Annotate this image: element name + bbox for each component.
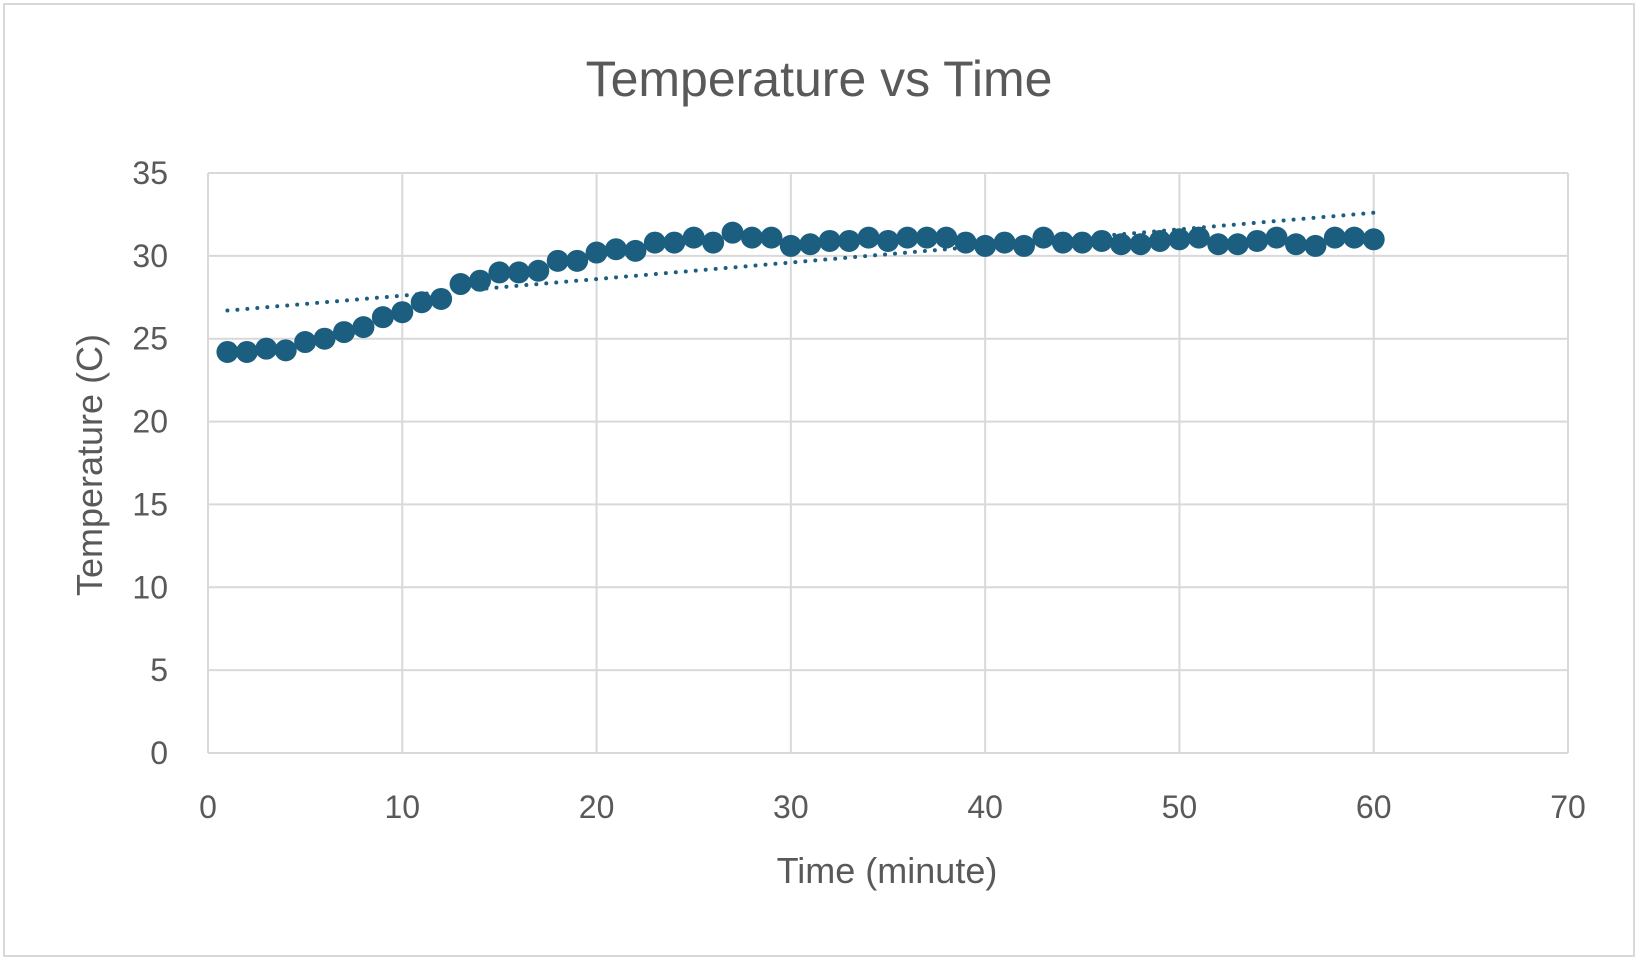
data-point [1013,234,1035,257]
data-point [760,226,783,249]
data-point [313,327,336,350]
data-point [721,221,744,244]
data-point [954,231,977,254]
data-point [741,226,763,249]
data-point [702,231,725,254]
data-point [1226,233,1249,256]
data-point [507,261,530,284]
data-points [216,221,1385,363]
data-point [585,241,608,264]
data-point [1246,229,1269,252]
data-point [1168,228,1191,251]
data-point [1032,226,1055,249]
data-point [294,331,317,354]
y-tick-label: 0 [150,735,168,771]
x-tick-label: 30 [773,789,809,825]
data-point [915,226,938,249]
data-point [1149,229,1171,252]
data-point [1265,226,1288,249]
data-point [1071,231,1094,254]
x-tick-label: 0 [199,789,217,825]
data-point [1129,233,1152,256]
data-point [779,234,802,257]
data-point [274,339,297,362]
x-axis-label: Time (minute) [777,850,998,891]
y-tick-label: 15 [132,486,168,522]
y-axis-label: Temperature (C) [69,334,110,596]
x-tick-label: 60 [1356,789,1392,825]
data-point [624,239,647,262]
y-tick-label: 20 [132,404,168,440]
data-point [605,238,627,261]
data-point [857,226,880,249]
data-point [1285,233,1307,256]
y-tick-label: 30 [132,238,168,274]
data-point [469,269,491,292]
chart-title: Temperature vs Time [586,51,1053,107]
data-point [235,340,258,363]
data-point [974,234,997,257]
x-tick-labels: 0 10 20 30 40 50 60 70 [199,789,1586,825]
data-point [1090,229,1113,252]
data-point [449,273,472,296]
data-point [527,259,550,282]
data-point [838,229,861,252]
data-point [1362,228,1385,251]
data-point [818,229,841,252]
data-point [1323,226,1346,249]
data-point [255,337,278,360]
y-tick-label: 10 [132,569,168,605]
data-point [1187,226,1210,249]
data-point [877,229,899,252]
data-point [643,231,666,254]
data-point [993,231,1016,254]
data-point [682,226,705,249]
data-point [1110,233,1133,256]
data-point [1051,231,1074,254]
y-tick-labels: 0 5 10 15 20 25 30 35 [132,155,168,771]
data-point [391,301,414,324]
data-point [410,291,433,314]
data-point [935,226,958,249]
x-tick-label: 10 [384,789,420,825]
data-point [799,233,822,256]
x-tick-label: 50 [1162,789,1198,825]
data-point [333,321,355,344]
data-point [1343,226,1366,249]
data-point [488,261,511,284]
x-tick-label: 20 [579,789,615,825]
chart-frame [3,3,1635,957]
data-point [1304,234,1327,257]
x-tick-label: 70 [1550,789,1586,825]
data-point [546,249,569,272]
y-tick-label: 35 [132,155,168,191]
data-point [663,231,686,254]
data-point [1207,233,1230,256]
data-point [896,226,919,249]
data-point [566,249,589,272]
data-point [216,340,239,363]
data-point [352,316,375,339]
data-point [371,306,394,329]
y-tick-label: 25 [132,321,168,357]
y-tick-label: 5 [150,652,168,688]
data-point [430,287,453,310]
x-tick-label: 40 [967,789,1003,825]
grid [207,172,1569,754]
